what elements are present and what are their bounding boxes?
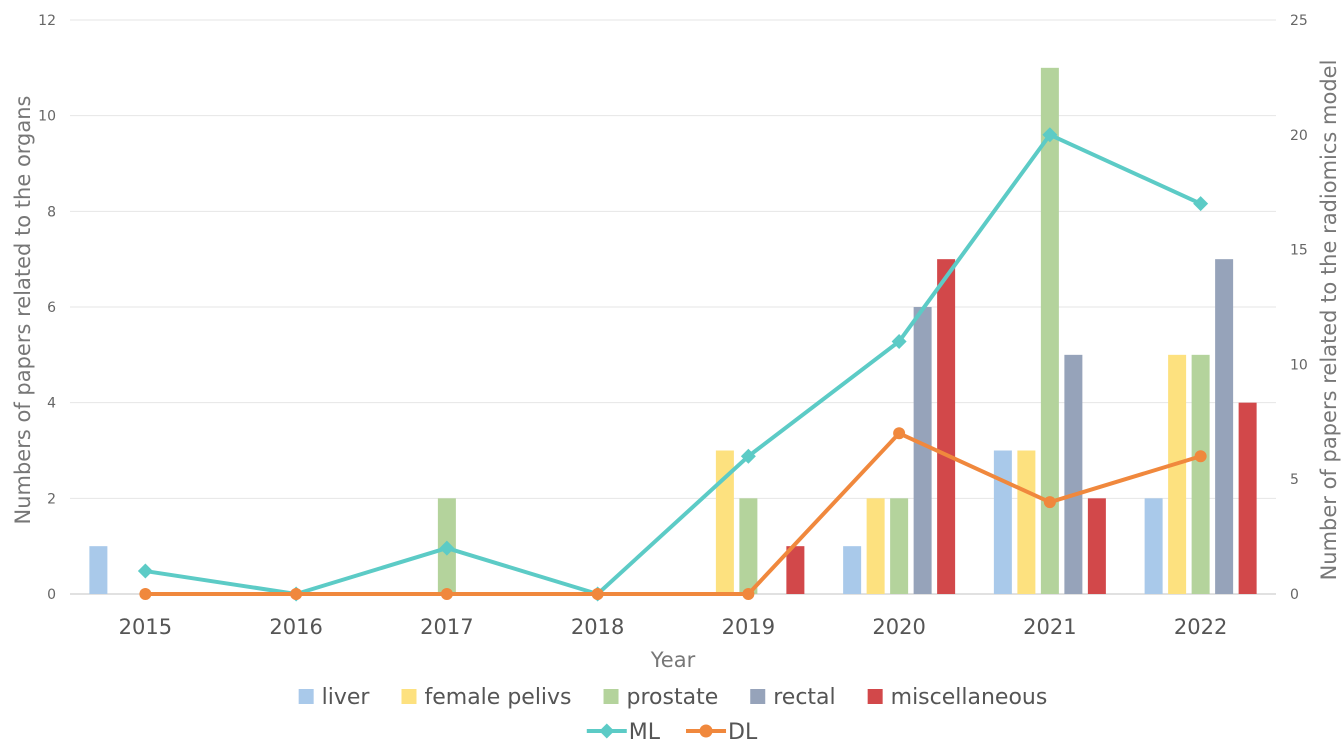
- marker-DL-2022: [1194, 450, 1207, 463]
- bar-female-pelivs-2019: [715, 450, 734, 594]
- legend-swatch-liver: [298, 689, 314, 704]
- bar-rectal-2022: [1215, 259, 1234, 594]
- bar-female-pelivs-2020: [866, 498, 885, 594]
- marker-ML-2015: [137, 563, 153, 579]
- x-axis-label: Year: [650, 648, 696, 672]
- marker-DL-2015: [139, 588, 152, 600]
- x-tick-label: 2017: [420, 615, 473, 639]
- x-tick-label: 2015: [119, 615, 172, 639]
- left-y-tick-label: 4: [47, 396, 56, 412]
- legend-marker-ML: [599, 723, 615, 739]
- x-tick-label: 2022: [1174, 615, 1227, 639]
- legend-label-female-pelivs: female pelivs: [424, 685, 571, 710]
- bar-miscellaneous-2019: [786, 546, 805, 594]
- bar-rectal-2021: [1064, 354, 1083, 594]
- legend: liver female pelivs prostate rectal miscella…: [298, 685, 1048, 741]
- line-ML: [143, 132, 1203, 596]
- right-y-tick-label: 25: [1290, 13, 1308, 29]
- legend-label-liver: liver: [322, 685, 371, 710]
- marker-DL-2018: [591, 588, 604, 600]
- right-y-tick-label: 5: [1290, 472, 1299, 488]
- right-y-axis-ticks: 0 5 10 15 20 25: [1290, 13, 1308, 603]
- bar-liver-2022: [1144, 498, 1163, 594]
- right-y-tick-label: 0: [1290, 587, 1299, 603]
- bar-prostate-2021: [1040, 67, 1059, 595]
- marker-DL-2017: [440, 588, 453, 600]
- left-y-tick-label: 2: [47, 491, 56, 507]
- bar-miscellaneous-2022: [1238, 402, 1257, 594]
- legend-swatch-prostate: [603, 689, 619, 704]
- bar-miscellaneous-2020: [937, 259, 956, 594]
- x-tick-label: 2021: [1023, 615, 1076, 639]
- left-y-tick-label: 10: [38, 109, 56, 125]
- left-y-axis-ticks: 0 2 4 6 8 10 12: [38, 13, 56, 603]
- left-y-tick-label: 0: [47, 587, 56, 603]
- bar-rectal-2020: [913, 307, 932, 594]
- bar-liver-2021: [993, 450, 1012, 594]
- x-tick-label: 2016: [269, 615, 322, 639]
- bar-miscellaneous-2021: [1087, 498, 1106, 594]
- legend-label-miscellaneous: miscellaneous: [891, 685, 1048, 710]
- bar-liver-2015: [89, 546, 108, 594]
- legend-label-prostate: prostate: [627, 685, 719, 710]
- marker-DL-2016: [290, 588, 303, 600]
- right-y-tick-label: 20: [1290, 128, 1308, 144]
- right-y-axis-label: Number of papers related to the radiomic…: [1317, 60, 1341, 581]
- bar-prostate-2020: [890, 498, 909, 594]
- x-tick-label: 2020: [872, 615, 925, 639]
- marker-DL-2020: [893, 427, 906, 440]
- marker-ML-2020: [891, 333, 907, 349]
- bar-liver-2020: [843, 546, 862, 594]
- right-y-tick-label: 15: [1290, 243, 1308, 259]
- bar-female-pelivs-2022: [1168, 354, 1187, 594]
- legend-swatch-female-pelivs: [401, 689, 417, 704]
- legend-label-DL: DL: [728, 720, 758, 741]
- left-y-tick-label: 6: [47, 300, 56, 316]
- legend-marker-DL: [699, 724, 713, 738]
- marker-ML-2021: [1042, 127, 1058, 143]
- x-tick-label: 2018: [571, 615, 624, 639]
- marker-ML-2019: [740, 448, 756, 464]
- legend-swatch-rectal: [750, 689, 766, 704]
- bar-series: [89, 67, 1257, 595]
- x-axis-ticks: 2015 2016 2017 2018 2019 2020 2021 2022: [119, 615, 1228, 639]
- left-y-tick-label: 12: [38, 13, 56, 29]
- bar-prostate-2022: [1191, 354, 1210, 594]
- x-tick-label: 2019: [722, 615, 775, 639]
- line-series: [137, 127, 1209, 602]
- bar-prostate-2019: [739, 498, 758, 594]
- marker-DL-2021: [1043, 496, 1056, 509]
- marker-ML-2017: [439, 540, 455, 556]
- bar-female-pelivs-2021: [1017, 450, 1036, 594]
- marker-ML-2022: [1193, 196, 1209, 212]
- marker-DL-2019: [742, 588, 755, 600]
- legend-label-rectal: rectal: [773, 685, 835, 710]
- left-y-tick-label: 8: [47, 204, 56, 220]
- legend-swatch-miscellaneous: [867, 689, 883, 704]
- legend-label-ML: ML: [629, 720, 661, 741]
- left-y-axis-label: Numbers of papers related to the organs: [11, 95, 35, 524]
- right-y-tick-label: 10: [1290, 357, 1308, 373]
- line-DL: [143, 431, 1203, 596]
